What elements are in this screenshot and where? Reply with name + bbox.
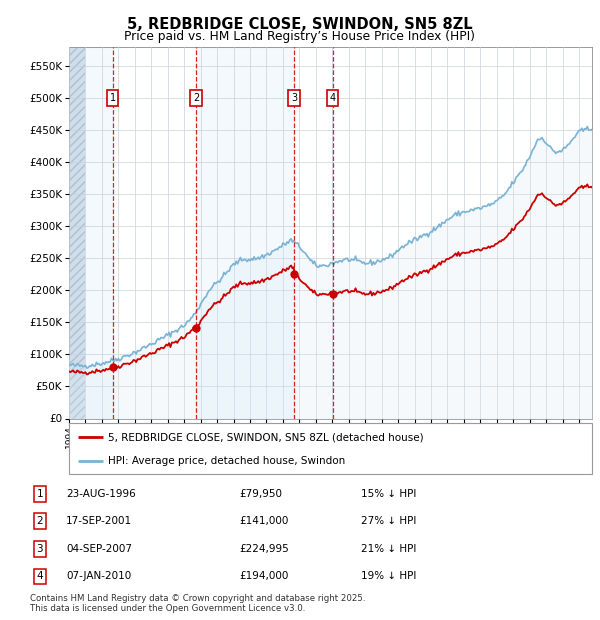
Text: 1: 1 (109, 93, 116, 103)
Text: 1: 1 (37, 489, 43, 498)
Text: 27% ↓ HPI: 27% ↓ HPI (361, 516, 416, 526)
Text: 07-JAN-2010: 07-JAN-2010 (66, 572, 131, 582)
Text: £224,995: £224,995 (240, 544, 290, 554)
Text: £141,000: £141,000 (240, 516, 289, 526)
Text: Price paid vs. HM Land Registry’s House Price Index (HPI): Price paid vs. HM Land Registry’s House … (125, 30, 476, 43)
Text: 5, REDBRIDGE CLOSE, SWINDON, SN5 8ZL: 5, REDBRIDGE CLOSE, SWINDON, SN5 8ZL (127, 17, 473, 32)
Text: 4: 4 (37, 572, 43, 582)
Text: 3: 3 (37, 544, 43, 554)
Text: 5, REDBRIDGE CLOSE, SWINDON, SN5 8ZL (detached house): 5, REDBRIDGE CLOSE, SWINDON, SN5 8ZL (de… (108, 432, 424, 442)
Text: £194,000: £194,000 (240, 572, 289, 582)
Text: Contains HM Land Registry data © Crown copyright and database right 2025.
This d: Contains HM Land Registry data © Crown c… (30, 594, 365, 613)
Text: £79,950: £79,950 (240, 489, 283, 498)
Text: 3: 3 (291, 93, 297, 103)
FancyBboxPatch shape (69, 423, 592, 474)
Text: 2: 2 (37, 516, 43, 526)
Text: 4: 4 (329, 93, 335, 103)
Bar (196, 46, 294, 419)
Text: 23-AUG-1996: 23-AUG-1996 (66, 489, 136, 498)
Text: 17-SEP-2001: 17-SEP-2001 (66, 516, 132, 526)
Text: 15% ↓ HPI: 15% ↓ HPI (361, 489, 416, 498)
Text: 2: 2 (193, 93, 199, 103)
Text: HPI: Average price, detached house, Swindon: HPI: Average price, detached house, Swin… (108, 456, 346, 466)
Text: 21% ↓ HPI: 21% ↓ HPI (361, 544, 416, 554)
Text: 04-SEP-2007: 04-SEP-2007 (66, 544, 132, 554)
Text: 19% ↓ HPI: 19% ↓ HPI (361, 572, 416, 582)
Polygon shape (69, 46, 85, 419)
Bar (69, 46, 113, 419)
